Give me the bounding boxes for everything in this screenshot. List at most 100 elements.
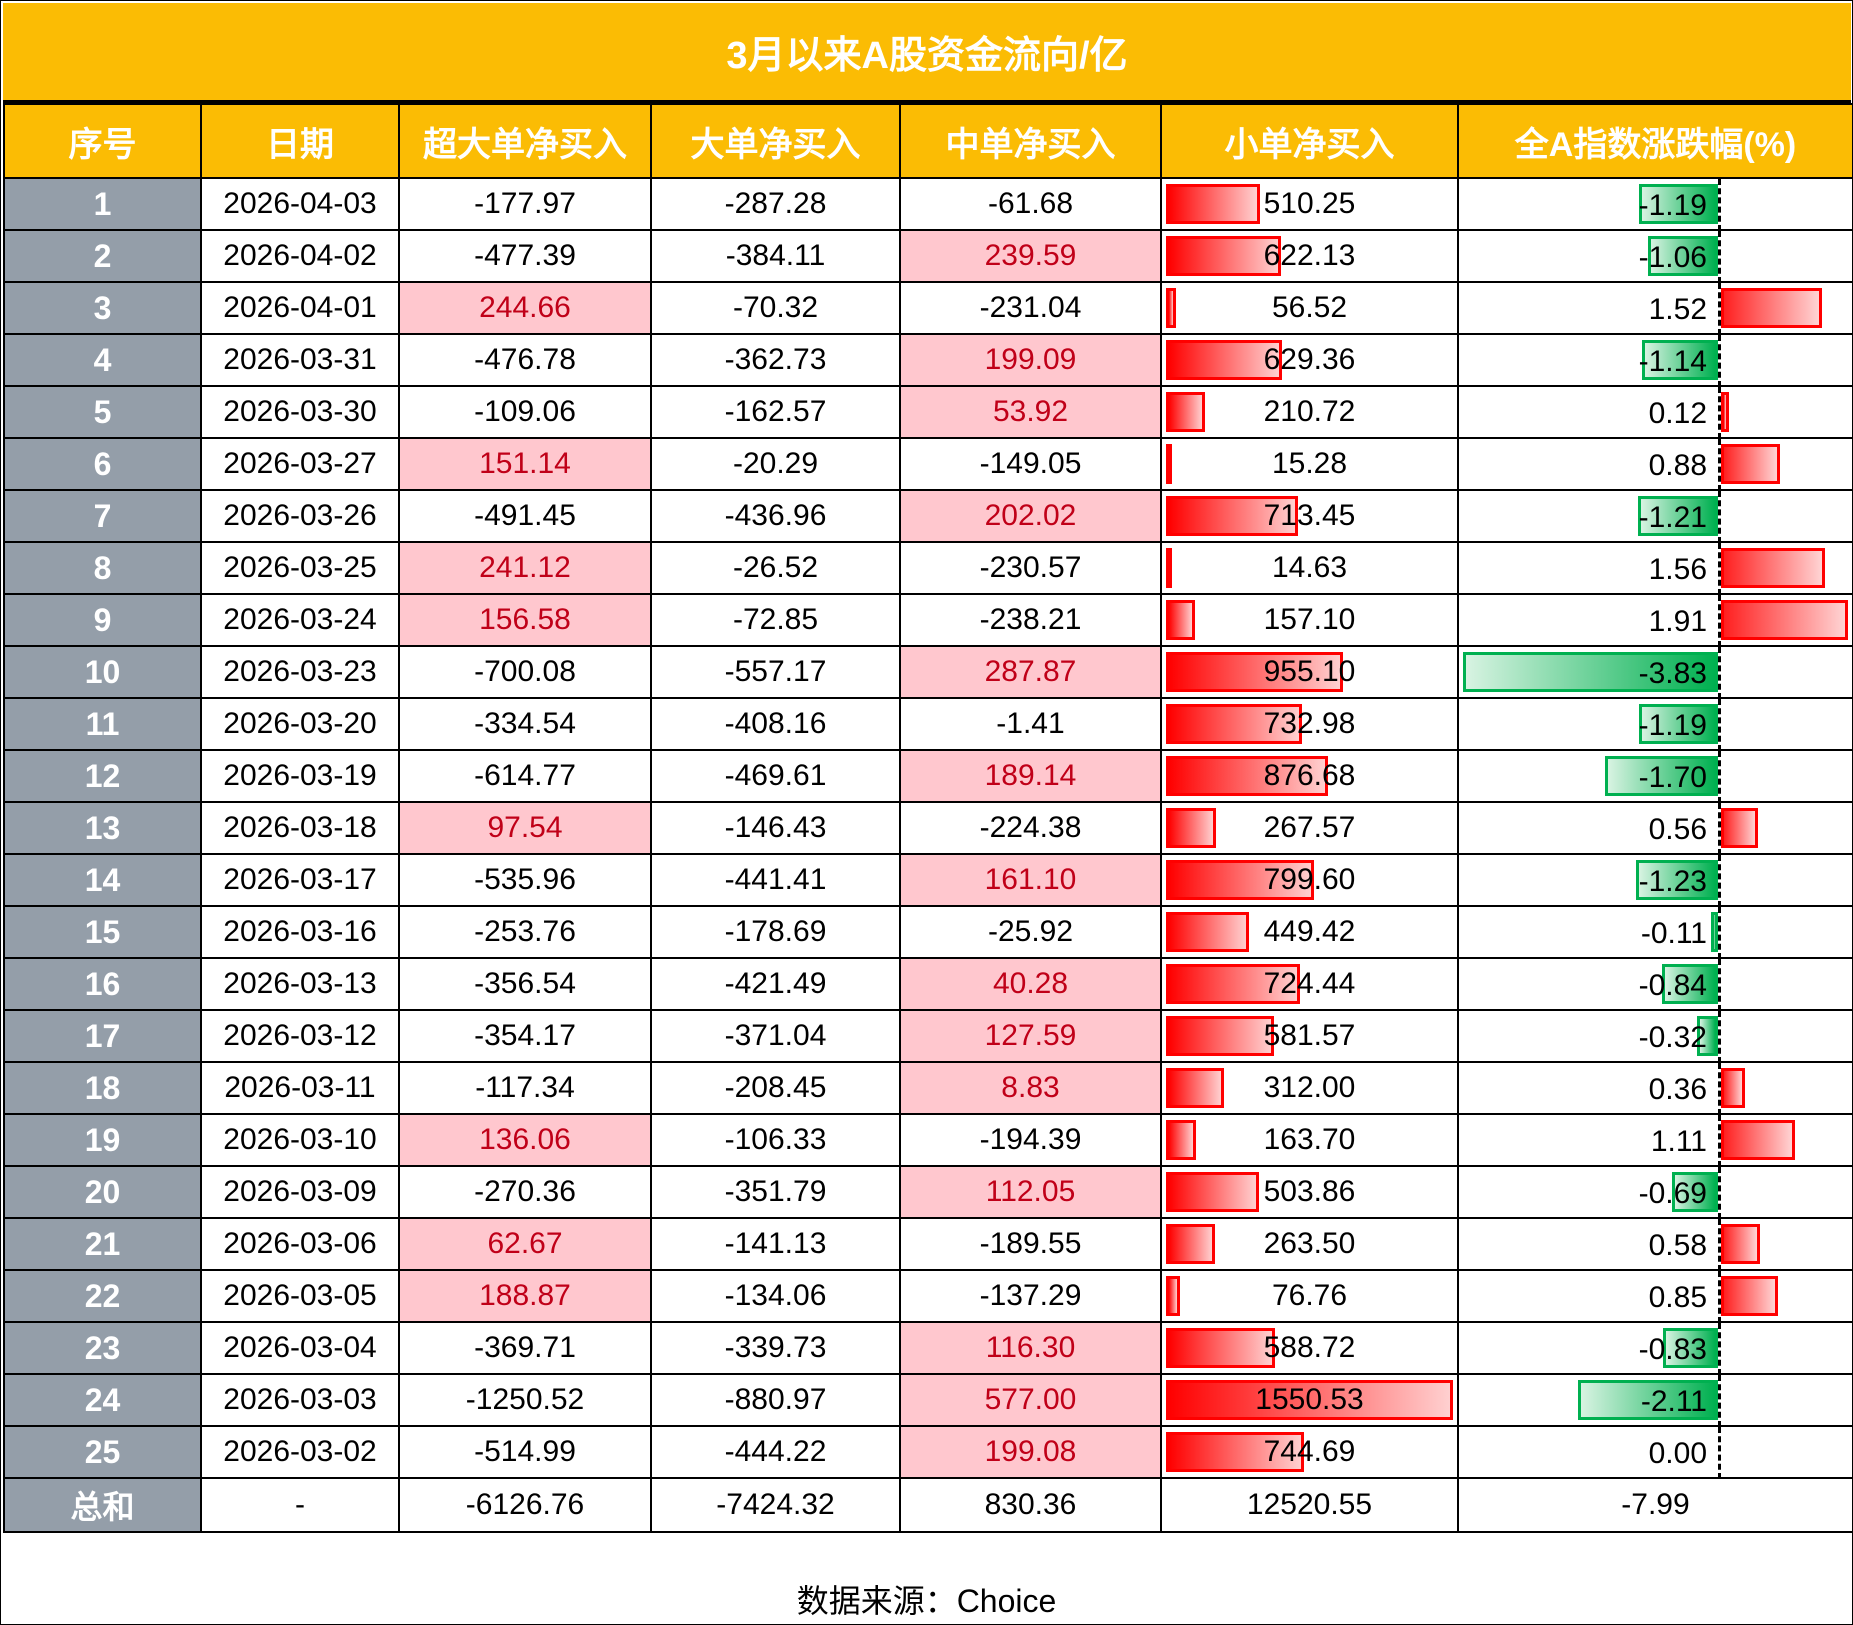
- large-net-cell: -408.16: [650, 697, 901, 751]
- cell-value: -1.06: [1638, 241, 1707, 274]
- cell-value: -476.78: [474, 343, 576, 376]
- row-index-cell: 14: [3, 853, 202, 907]
- row-index-cell: 1: [3, 177, 202, 231]
- date-cell: 2026-03-16: [200, 905, 400, 959]
- row-index-cell: 19: [3, 1113, 202, 1167]
- cell-value: -1.41: [996, 707, 1065, 740]
- cell-value: 0.88: [1648, 449, 1707, 482]
- cell-value: 1.11: [1650, 1125, 1707, 1158]
- index-change-cell: 0.56: [1457, 801, 1853, 855]
- table-row: 14 2026-03-17 -535.96 -441.41 161.10 799.60 -1…: [3, 853, 1853, 907]
- cell-value: 116.30: [985, 1331, 1076, 1364]
- cell-value: -20.29: [732, 447, 819, 480]
- large-net-cell: -26.52: [650, 541, 901, 595]
- cell-value: 7: [93, 497, 112, 534]
- table-row: 7 2026-03-26 -491.45 -436.96 202.02 713.45 -1.…: [3, 489, 1853, 543]
- medium-net-cell: -238.21: [899, 593, 1162, 647]
- medium-net-cell: 199.09: [899, 333, 1162, 387]
- super-large-net-cell: 62.67: [398, 1217, 652, 1271]
- total-value: -7.99: [1457, 1477, 1853, 1533]
- cell-value: -177.97: [474, 187, 576, 220]
- cell-value: 713.45: [1263, 499, 1356, 532]
- cell-value: -0.83: [1638, 1333, 1707, 1366]
- date-cell: 2026-03-27: [200, 437, 400, 491]
- large-net-cell: -287.28: [650, 177, 901, 231]
- large-net-cell: -134.06: [650, 1269, 901, 1323]
- cell-value: 4: [93, 341, 112, 378]
- cell-value: -3.83: [1638, 657, 1707, 690]
- zero-axis: [1718, 699, 1721, 751]
- index-change-cell: -1.21: [1457, 489, 1853, 543]
- zero-axis: [1718, 439, 1721, 491]
- index-change-cell: -0.69: [1457, 1165, 1853, 1219]
- super-large-net-cell: -270.36: [398, 1165, 652, 1219]
- table-row: 23 2026-03-04 -369.71 -339.73 116.30 588.72 -0…: [3, 1321, 1853, 1375]
- index-change-databar: [1642, 340, 1718, 380]
- small-order-databar: [1166, 808, 1216, 848]
- large-net-cell: -339.73: [650, 1321, 901, 1375]
- index-change-cell: -1.14: [1457, 333, 1853, 387]
- cell-value: 56.52: [1271, 291, 1348, 324]
- index-change-databar: [1721, 444, 1780, 484]
- super-large-net-cell: -700.08: [398, 645, 652, 699]
- cell-value: -208.45: [724, 1071, 827, 1104]
- cell-value: 2026-03-12: [223, 1019, 377, 1052]
- cell-value: -421.49: [724, 967, 827, 1000]
- super-large-net-cell: -177.97: [398, 177, 652, 231]
- small-net-cell: 15.28: [1160, 437, 1459, 491]
- total-value: 830.36: [899, 1477, 1162, 1533]
- cell-value: -491.45: [474, 499, 576, 532]
- cell-value: 581.57: [1263, 1019, 1356, 1052]
- small-order-databar: [1166, 652, 1343, 692]
- super-large-net-cell: 244.66: [398, 281, 652, 335]
- table-row: 4 2026-03-31 -476.78 -362.73 199.09 629.36 -1.…: [3, 333, 1853, 387]
- super-large-net-cell: -491.45: [398, 489, 652, 543]
- medium-net-cell: 287.87: [899, 645, 1162, 699]
- small-order-databar: [1166, 392, 1205, 432]
- index-change-cell: -1.70: [1457, 749, 1853, 803]
- table-row: 15 2026-03-16 -253.76 -178.69 -25.92 449.42 -0…: [3, 905, 1853, 959]
- medium-net-cell: -230.57: [899, 541, 1162, 595]
- index-change-cell: -0.32: [1457, 1009, 1853, 1063]
- table-row: 24 2026-03-03 -1250.52 -880.97 577.00 1550.53…: [3, 1373, 1853, 1427]
- small-net-cell: 312.00: [1160, 1061, 1459, 1115]
- index-change-cell: 0.88: [1457, 437, 1853, 491]
- date-cell: 2026-03-30: [200, 385, 400, 439]
- medium-net-cell: 127.59: [899, 1009, 1162, 1063]
- table-row: 13 2026-03-18 97.54 -146.43 -224.38 267.57 0.5…: [3, 801, 1853, 855]
- cell-value: -362.73: [724, 343, 827, 376]
- date-cell: 2026-03-23: [200, 645, 400, 699]
- row-index-cell: 10: [3, 645, 202, 699]
- index-change-cell: -1.19: [1457, 177, 1853, 231]
- table-row: 22 2026-03-05 188.87 -134.06 -137.29 76.76 0.8…: [3, 1269, 1853, 1323]
- date-cell: 2026-03-09: [200, 1165, 400, 1219]
- row-index-cell: 18: [3, 1061, 202, 1115]
- date-cell: 2026-03-03: [200, 1373, 400, 1427]
- fund-flow-table: 序号 日期 超大单净买入 大单净买入 中单净买入 小单净买入 全A指数涨跌幅(%) 1 202…: [3, 103, 1853, 1533]
- small-net-cell: 56.52: [1160, 281, 1459, 335]
- date-cell: 2026-03-04: [200, 1321, 400, 1375]
- cell-value: -441.41: [724, 863, 827, 896]
- small-order-databar: [1166, 1016, 1274, 1056]
- cell-value: -880.97: [724, 1383, 827, 1416]
- medium-net-cell: 112.05: [899, 1165, 1162, 1219]
- super-large-net-cell: 97.54: [398, 801, 652, 855]
- small-net-cell: 724.44: [1160, 957, 1459, 1011]
- super-large-net-cell: 136.06: [398, 1113, 652, 1167]
- cell-value: 744.69: [1263, 1435, 1356, 1468]
- small-order-databar: [1166, 1068, 1224, 1108]
- medium-net-cell: 116.30: [899, 1321, 1162, 1375]
- zero-axis: [1718, 751, 1721, 803]
- cell-value: -106.33: [724, 1123, 827, 1156]
- cell-value: 732.98: [1263, 707, 1356, 740]
- total-value: -7424.32: [650, 1477, 901, 1533]
- small-net-cell: 876.68: [1160, 749, 1459, 803]
- cell-value: -384.11: [725, 239, 826, 272]
- zero-axis: [1718, 1375, 1721, 1427]
- row-index-cell: 20: [3, 1165, 202, 1219]
- medium-net-cell: 202.02: [899, 489, 1162, 543]
- table-row: 19 2026-03-10 136.06 -106.33 -194.39 163.70 1.…: [3, 1113, 1853, 1167]
- cell-value: 156.58: [479, 603, 571, 636]
- index-change-databar: [1710, 912, 1718, 952]
- cell-value: -70.32: [732, 291, 819, 324]
